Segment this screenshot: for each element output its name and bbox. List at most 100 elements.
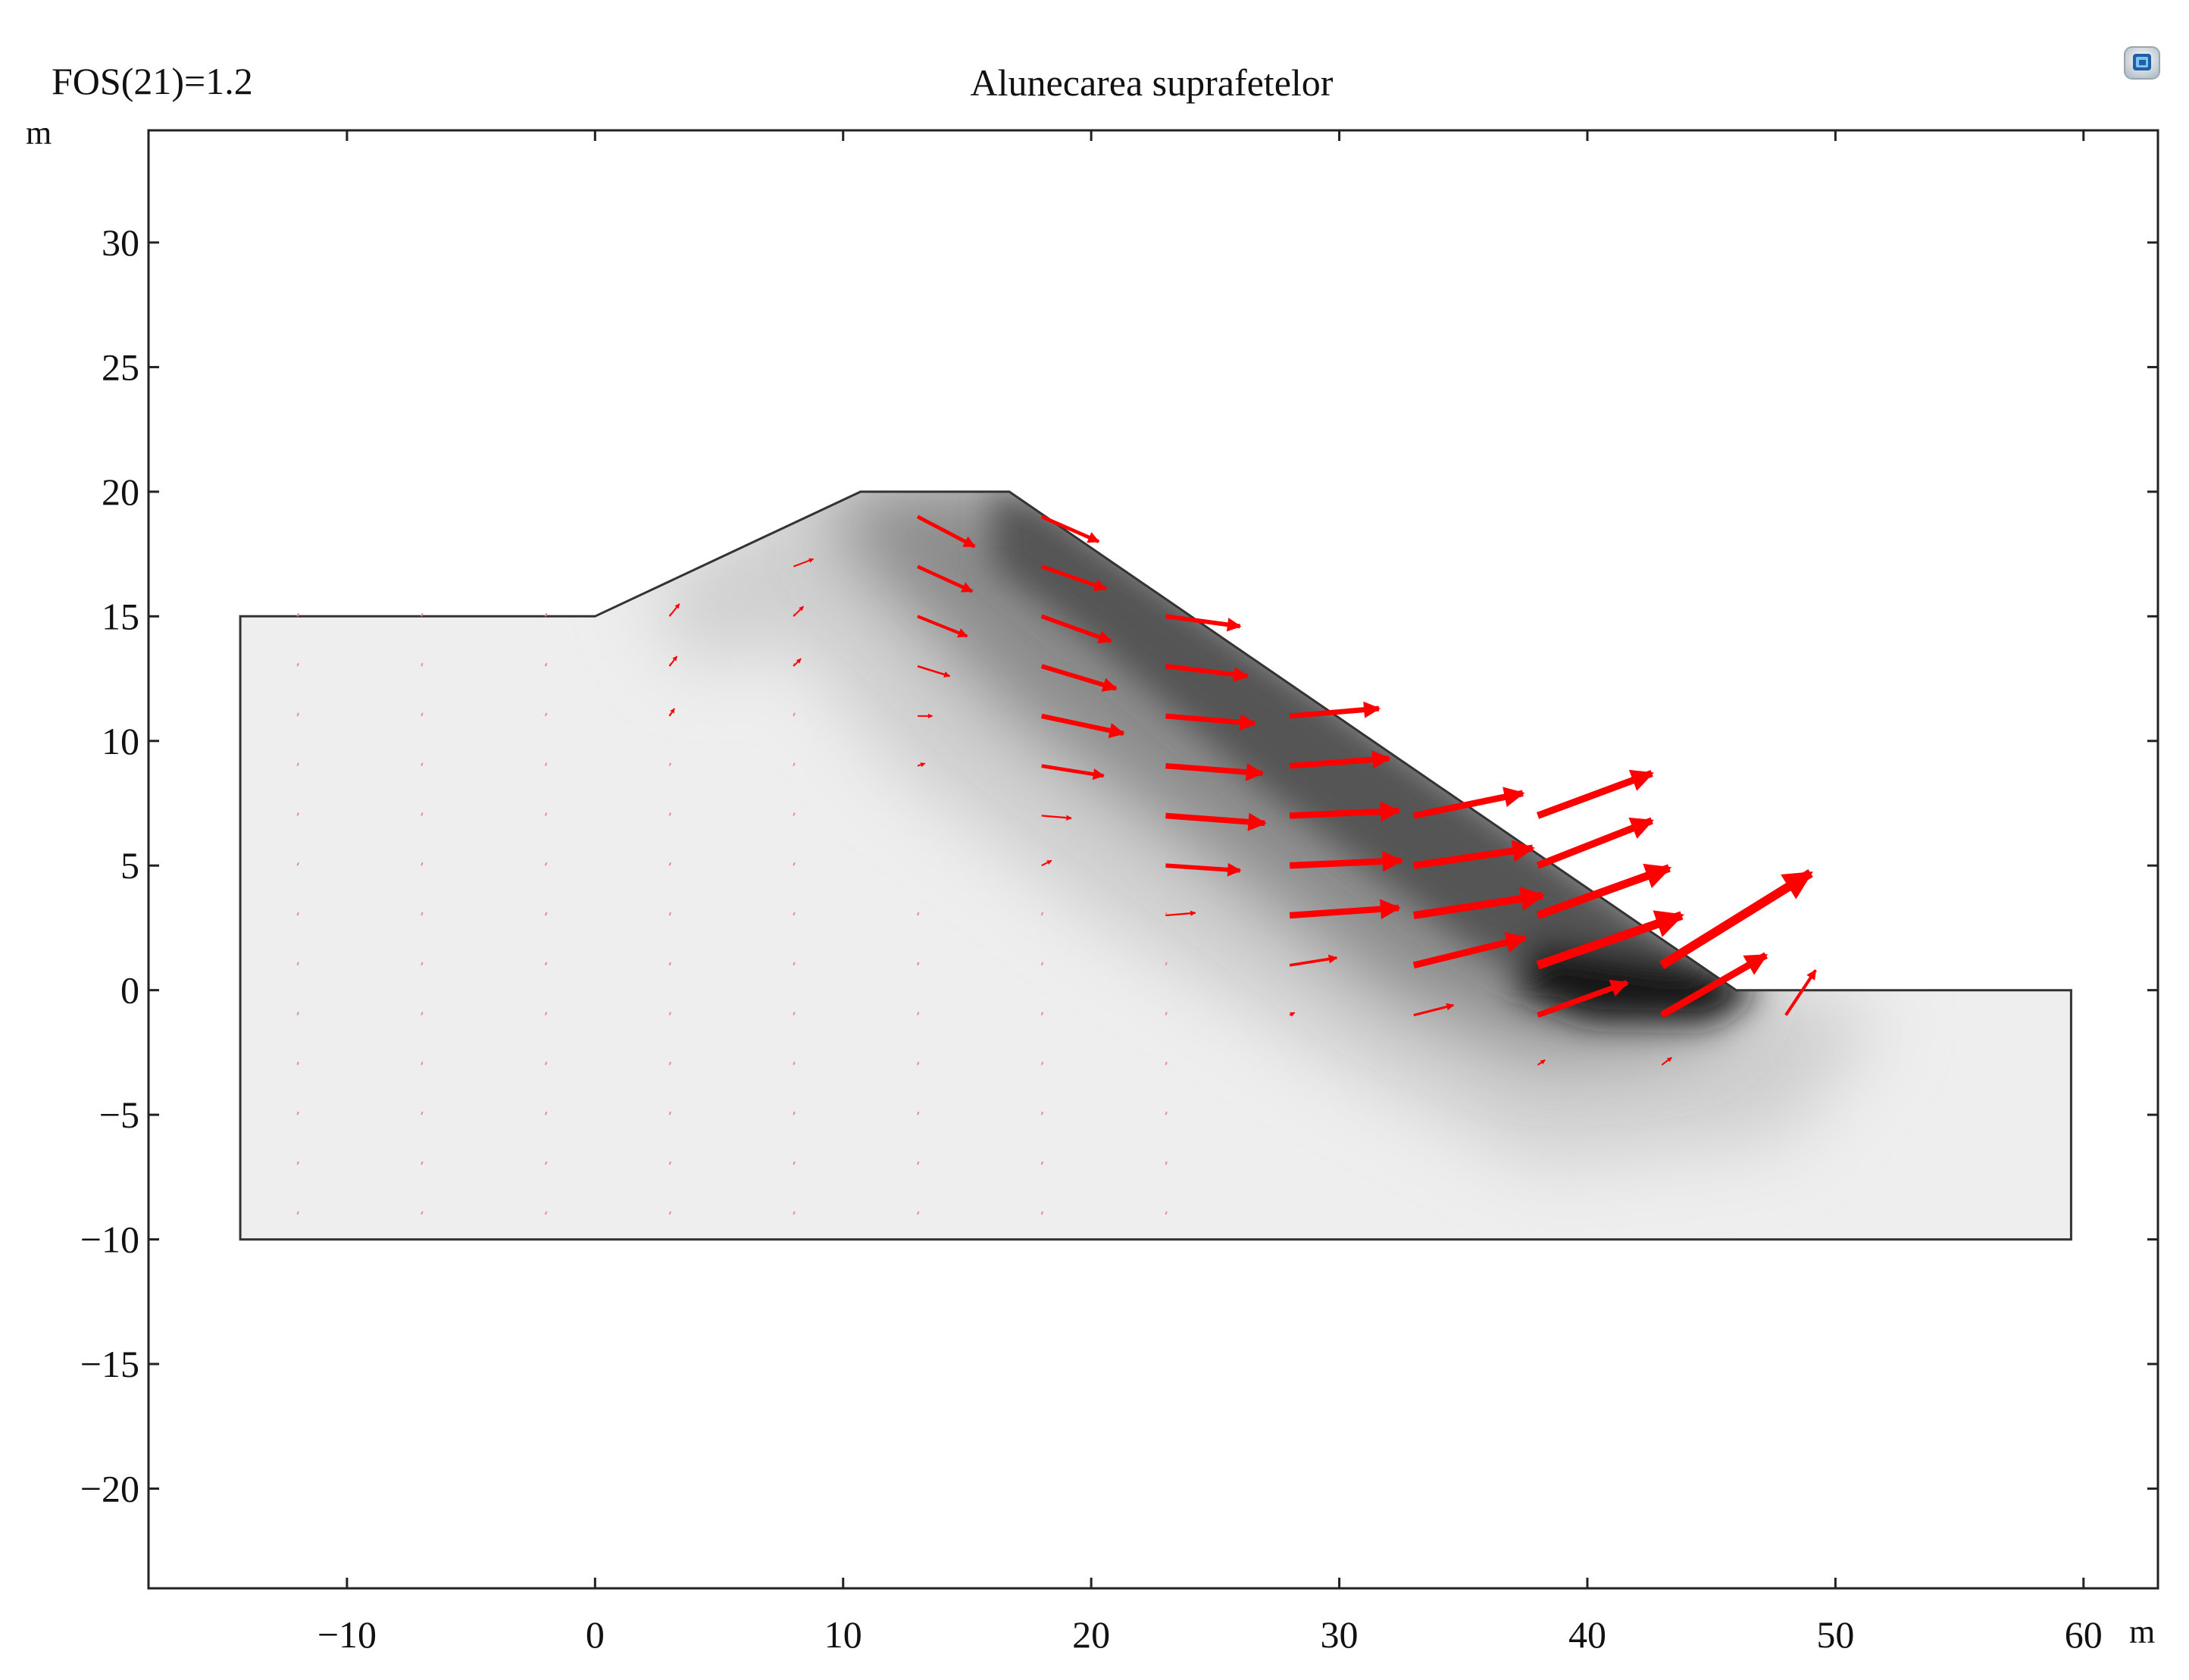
y-tick-label: 10 bbox=[102, 720, 139, 762]
displacement-arrow-41 bbox=[1659, 868, 1813, 969]
displacement-arrow-8 bbox=[1040, 614, 1112, 644]
faint-vector bbox=[917, 1211, 920, 1215]
faint-vector bbox=[421, 662, 424, 667]
faint-vector bbox=[296, 862, 299, 866]
displacement-arrow-25 bbox=[1165, 812, 1267, 831]
y-tick-label: 25 bbox=[102, 346, 139, 388]
faint-vector bbox=[1040, 1211, 1044, 1215]
faint-vector bbox=[668, 1061, 671, 1065]
displacement-arrow-43 bbox=[1413, 1003, 1455, 1017]
contour-band-dark bbox=[992, 491, 1737, 1015]
displacement-arrow-11 bbox=[793, 658, 802, 667]
displacement-arrow-14 bbox=[1165, 663, 1249, 683]
displacement-arrow-24 bbox=[1041, 815, 1072, 821]
faint-vector bbox=[421, 812, 424, 816]
y-tick-label: 5 bbox=[120, 844, 139, 887]
faint-vector bbox=[793, 912, 796, 916]
faint-vector bbox=[421, 1211, 424, 1215]
faint-vector bbox=[668, 862, 671, 866]
displacement-arrow-7 bbox=[917, 615, 968, 638]
faint-vector bbox=[1165, 1111, 1168, 1115]
displacement-arrow-27 bbox=[1412, 787, 1525, 819]
displacement-arrow-2 bbox=[793, 558, 815, 568]
x-tick-label: 30 bbox=[1321, 1613, 1359, 1656]
faint-vector bbox=[421, 762, 424, 767]
faint-vector bbox=[793, 962, 796, 966]
faint-vector bbox=[1165, 962, 1168, 966]
faint-vector bbox=[668, 762, 671, 767]
faint-vector bbox=[1040, 912, 1044, 916]
faint-vector bbox=[917, 962, 920, 966]
soil-domain bbox=[239, 490, 2072, 1241]
displacement-arrow-35 bbox=[1413, 887, 1546, 919]
faint-vector bbox=[296, 1061, 299, 1065]
faint-vector bbox=[296, 1012, 299, 1015]
faint-vector bbox=[296, 912, 299, 916]
displacement-arrow-47 bbox=[1537, 1059, 1546, 1066]
faint-vector bbox=[544, 712, 548, 717]
faint-vector bbox=[668, 912, 671, 916]
x-tick-label: 40 bbox=[1568, 1613, 1606, 1656]
faint-vector bbox=[793, 712, 796, 717]
displacement-arrow-32 bbox=[1536, 817, 1654, 869]
faint-vector bbox=[917, 1111, 920, 1115]
displacement-arrow-28 bbox=[1041, 859, 1052, 867]
displacement-arrow-48 bbox=[1661, 1056, 1672, 1066]
faint-vector bbox=[668, 1211, 671, 1215]
displacement-arrow-40 bbox=[1536, 910, 1684, 970]
displacement-arrow-23 bbox=[1289, 750, 1391, 769]
displacement-arrow-5 bbox=[668, 603, 680, 617]
x-unit-label: m bbox=[2129, 1613, 2155, 1650]
faint-vector bbox=[544, 1161, 548, 1165]
faint-vector bbox=[1040, 962, 1044, 966]
faint-vector bbox=[421, 1061, 424, 1065]
faint-vector bbox=[1165, 1012, 1168, 1015]
displacement-arrow-17 bbox=[1041, 713, 1125, 739]
plot-title: Alunecarea suprafetelor bbox=[970, 61, 1334, 104]
displacement-arrow-42 bbox=[1289, 1012, 1296, 1017]
faint-vector bbox=[917, 1161, 920, 1165]
displacement-arrow-46 bbox=[1784, 969, 1817, 1016]
displacement-arrow-34 bbox=[1289, 899, 1401, 920]
y-tick-label: 20 bbox=[102, 471, 139, 513]
faint-vector bbox=[793, 1061, 796, 1065]
y-tick-label: 0 bbox=[120, 969, 139, 1012]
faint-vector bbox=[421, 1161, 424, 1165]
faint-vector bbox=[793, 1211, 796, 1215]
x-tick-label: 50 bbox=[1816, 1613, 1854, 1656]
displacement-arrow-9 bbox=[1165, 614, 1242, 632]
x-tick-labels: −10 0 10 20 30 40 50 60 bbox=[317, 1613, 2103, 1656]
y-tick-label: −15 bbox=[80, 1343, 139, 1385]
y-tick-labels: 30 25 20 15 10 5 0 −5 −10 −15 −20 bbox=[80, 221, 139, 1509]
displacement-arrow-3 bbox=[917, 565, 974, 593]
faint-vector bbox=[296, 1111, 299, 1115]
faint-vector bbox=[296, 812, 299, 816]
faint-vector bbox=[421, 1012, 424, 1015]
x-tick-label: 60 bbox=[2065, 1613, 2103, 1656]
y-tick-label: −10 bbox=[80, 1219, 139, 1261]
displacement-arrow-22 bbox=[1165, 763, 1265, 781]
faint-vector bbox=[544, 1111, 548, 1115]
faint-vector bbox=[421, 612, 424, 617]
fos-label: FOS(21)=1.2 bbox=[52, 60, 253, 102]
faint-vector bbox=[421, 912, 424, 916]
faint-vector bbox=[296, 1211, 299, 1215]
cube-view-icon[interactable] bbox=[2122, 42, 2164, 85]
displacement-arrow-31 bbox=[1413, 840, 1535, 869]
displacement-arrow-19 bbox=[1289, 701, 1381, 719]
faint-vector bbox=[421, 862, 424, 866]
faint-vector bbox=[1040, 1161, 1044, 1165]
displacement-arrow-0 bbox=[916, 515, 976, 549]
displacement-arrow-15 bbox=[668, 708, 675, 717]
faint-vector bbox=[917, 912, 920, 916]
displacement-arrow-36 bbox=[1536, 863, 1672, 920]
faint-vector bbox=[668, 1161, 671, 1165]
faint-vector bbox=[296, 662, 299, 667]
faint-vector bbox=[544, 1211, 548, 1215]
faint-vector bbox=[1165, 1061, 1168, 1065]
y-tick-label: −5 bbox=[99, 1093, 139, 1136]
faint-vector bbox=[544, 912, 548, 916]
faint-vector bbox=[668, 962, 671, 966]
faint-vector bbox=[544, 1061, 548, 1065]
faint-vector bbox=[296, 762, 299, 767]
